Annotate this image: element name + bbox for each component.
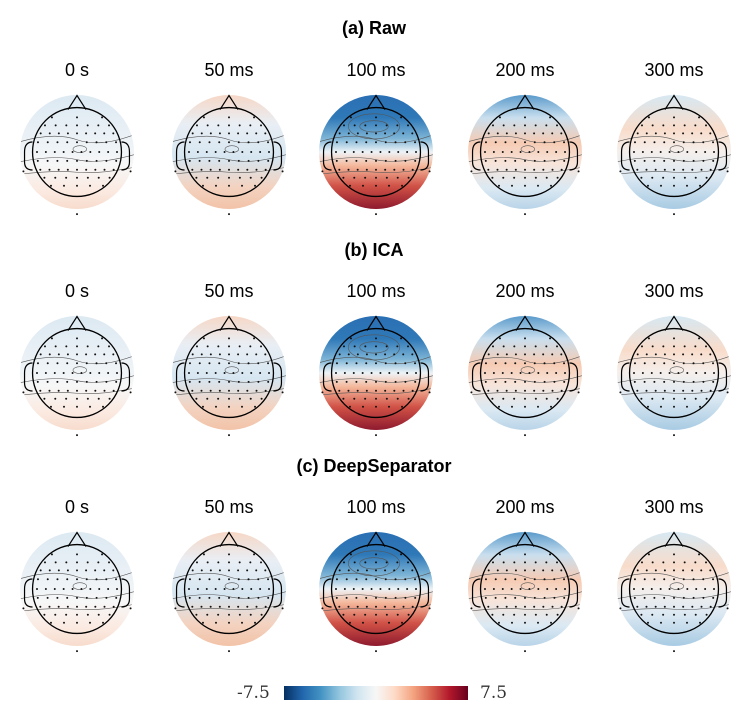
time-label: 50 ms [204,497,254,517]
colorbar [284,686,468,700]
topomap [617,315,731,437]
topomap [20,94,134,216]
topomap [319,94,433,216]
row-title-raw: (a) Raw [341,18,406,38]
topomap [172,94,286,216]
time-label: 200 ms [495,497,555,517]
time-label: 100 ms [346,497,406,517]
time-label: 300 ms [644,60,704,80]
time-label: 300 ms [644,497,704,517]
colorbar-scale [284,686,468,700]
topomap [20,531,134,653]
topomap [468,315,582,437]
time-label: 200 ms [495,281,555,301]
topomap [172,315,286,437]
topomap [468,94,582,216]
topomap [319,315,433,437]
time-label: 300 ms [644,281,704,301]
colorbar-min-label: -7.5 [237,683,270,703]
time-label: 200 ms [495,60,555,80]
colorbar-max-label: 7.5 [480,683,508,703]
time-label: 50 ms [204,281,254,301]
topomap [617,94,731,216]
topomap [468,531,582,653]
time-label: 100 ms [346,60,406,80]
topomap [20,315,134,437]
row-title-deepseparator: (c) DeepSeparator [296,456,452,476]
topomap [319,531,433,653]
time-label: 0 s [64,60,89,80]
time-label: 50 ms [204,60,254,80]
row-title-ica: (b) ICA [344,240,404,260]
time-label: 0 s [64,281,89,301]
time-label: 100 ms [346,281,406,301]
topomap [617,531,731,653]
time-label: 0 s [64,497,89,517]
topomap [172,531,286,653]
